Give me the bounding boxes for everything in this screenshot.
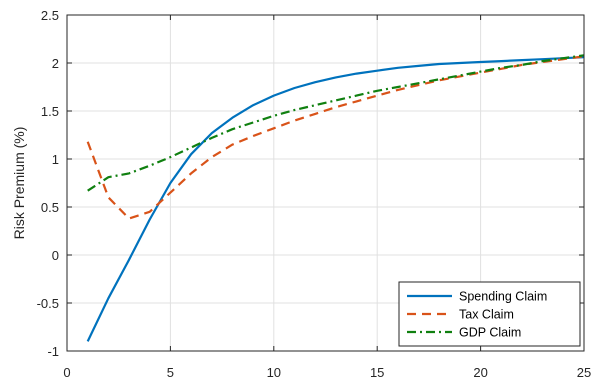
x-tick-label: 25 bbox=[577, 365, 591, 380]
y-tick-label: 1 bbox=[52, 152, 59, 167]
y-tick-label: 0 bbox=[52, 248, 59, 263]
y-tick-label: 2.5 bbox=[41, 8, 59, 23]
x-tick-label: 0 bbox=[63, 365, 70, 380]
legend-label-2: Tax Claim bbox=[459, 308, 514, 322]
series-line-2 bbox=[86, 55, 585, 220]
x-tick-label: 10 bbox=[267, 365, 281, 380]
y-tick-label: -0.5 bbox=[37, 296, 59, 311]
x-tick-label: 15 bbox=[370, 365, 384, 380]
legend-label-3: GDP Claim bbox=[459, 326, 521, 340]
series-lines bbox=[86, 54, 585, 342]
y-tick-label: 1.5 bbox=[41, 104, 59, 119]
y-axis-label: Risk Premium (%) bbox=[11, 127, 27, 240]
y-tick-label: 0.5 bbox=[41, 200, 59, 215]
y-tick-label: -1 bbox=[47, 344, 59, 359]
x-tick-label: 5 bbox=[167, 365, 174, 380]
y-tick-label: 2 bbox=[52, 56, 59, 71]
series-line-1 bbox=[86, 56, 585, 342]
plot-frame bbox=[66, 14, 585, 352]
series-line-3 bbox=[87, 54, 585, 192]
legend: Spending Claim Tax Claim GDP Claim bbox=[398, 281, 581, 347]
legend-label-1: Spending Claim bbox=[459, 290, 547, 304]
x-tick-label: 20 bbox=[473, 365, 487, 380]
axis-ticks: 0 5 10 15 20 25 -1 -0.5 0 0.5 1 1.5 2 2.5 bbox=[37, 8, 592, 380]
